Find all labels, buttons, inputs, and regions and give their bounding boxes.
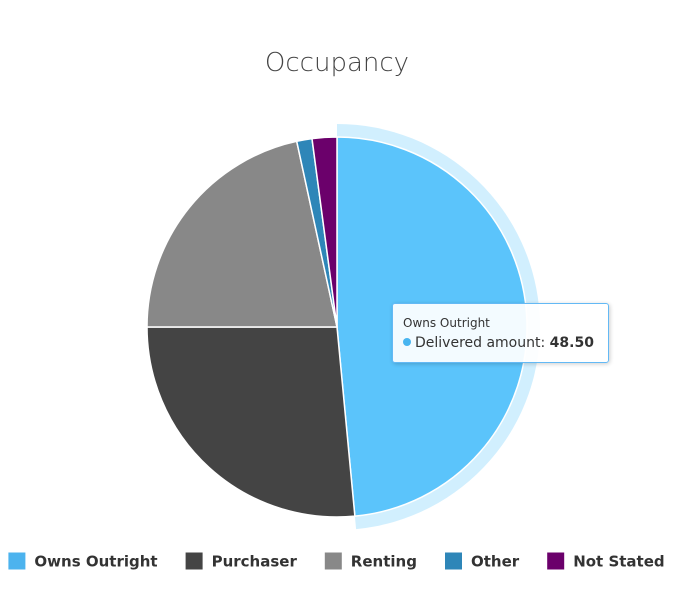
tooltip-title: Owns Outright xyxy=(403,316,490,330)
legend-label: Renting xyxy=(351,553,417,571)
legend-label: Not Stated xyxy=(573,553,664,571)
legend-swatch xyxy=(445,552,462,570)
legend-label: Purchaser xyxy=(212,553,298,571)
legend-item-other[interactable]: Other xyxy=(445,552,520,571)
legend-item-not-stated[interactable]: Not Stated xyxy=(547,552,665,571)
pie-slice-not-stated[interactable] xyxy=(311,136,338,328)
pie-slice-renting[interactable] xyxy=(146,140,338,328)
legend-swatch xyxy=(324,552,342,570)
tooltip-value: 48.50 xyxy=(549,335,594,351)
legend-label: Owns Outright xyxy=(34,553,157,571)
legend-swatch xyxy=(185,552,203,570)
legend-swatch xyxy=(8,552,26,570)
legend-label: Other xyxy=(471,553,520,571)
legend-item-owns-outright[interactable]: Owns Outright xyxy=(8,552,158,571)
tooltip-line: Delivered amount: 48.50 xyxy=(403,333,598,353)
pie-slice-purchaser[interactable] xyxy=(146,326,356,518)
tooltip-series-label: Delivered amount: xyxy=(415,335,546,351)
legend-item-purchaser[interactable]: Purchaser xyxy=(185,552,298,571)
chart-tooltip: Owns Outright Delivered amount: 48.50 xyxy=(392,303,609,363)
chart-title: Occupancy xyxy=(265,48,409,78)
tooltip-series-dot xyxy=(403,338,411,346)
legend-item-renting[interactable]: Renting xyxy=(324,552,417,571)
legend-swatch xyxy=(547,552,565,570)
